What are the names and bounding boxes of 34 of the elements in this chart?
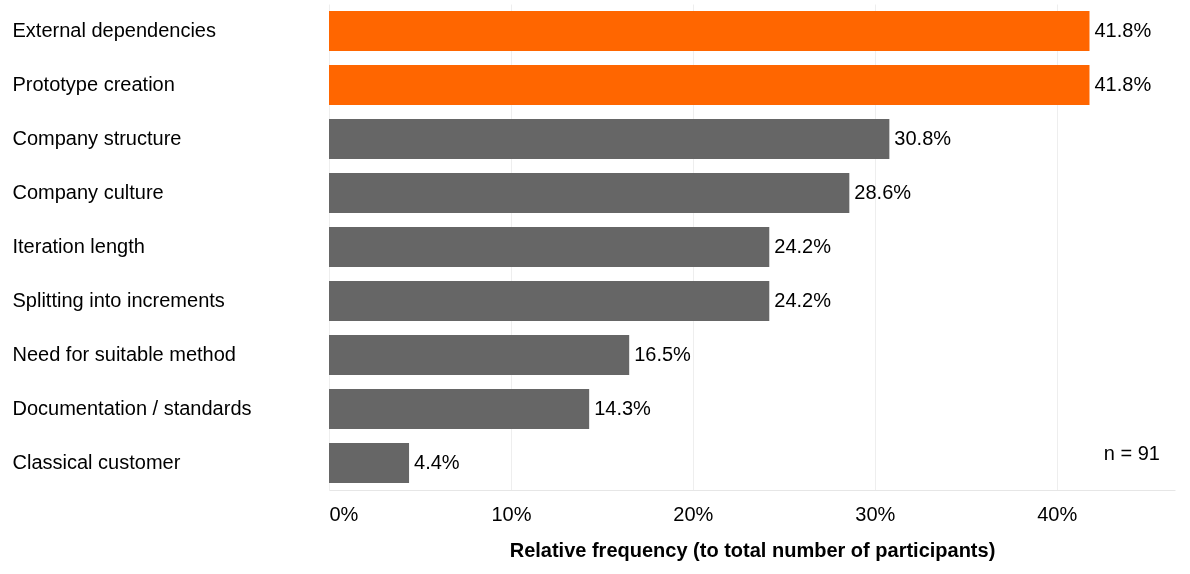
y-tick-label: Classical customer xyxy=(12,451,181,473)
y-tick-label: Prototype creation xyxy=(12,73,175,95)
x-tick-label: 10% xyxy=(491,502,532,525)
bar xyxy=(329,281,770,321)
x-tick-label: 0% xyxy=(329,502,359,525)
data-label: 24.2% xyxy=(774,235,832,257)
y-tick-label: External dependencies xyxy=(12,19,216,41)
x-tick-label: 20% xyxy=(673,502,714,525)
bar xyxy=(329,335,630,375)
bar xyxy=(329,173,850,213)
y-tick-label: Need for suitable method xyxy=(12,343,236,365)
bar xyxy=(329,443,410,483)
data-label: 14.3% xyxy=(594,397,652,419)
y-tick-label: Company culture xyxy=(12,181,164,203)
data-label: 24.2% xyxy=(774,289,832,311)
data-label: 30.8% xyxy=(894,127,952,149)
x-axis-title: Relative frequency (to total number of participants) xyxy=(509,538,996,561)
bar xyxy=(329,389,590,429)
bar xyxy=(329,65,1090,105)
bar xyxy=(329,119,890,159)
annotation: n = 91 xyxy=(1103,442,1160,464)
data-label: 4.4% xyxy=(414,451,460,473)
data-label: 41.8% xyxy=(1094,73,1152,95)
data-label: 41.8% xyxy=(1094,19,1152,41)
x-tick-label: 30% xyxy=(855,502,896,525)
bar xyxy=(329,227,770,267)
y-tick-label: Iteration length xyxy=(12,235,145,257)
data-label: 16.5% xyxy=(634,343,692,365)
bar xyxy=(329,11,1090,51)
data-label: 28.6% xyxy=(854,181,912,203)
y-tick-label: Company structure xyxy=(12,127,182,149)
y-tick-label: Documentation / standards xyxy=(12,397,252,419)
x-tick-label: 40% xyxy=(1037,502,1078,525)
y-tick-label: Splitting into increments xyxy=(12,289,225,311)
